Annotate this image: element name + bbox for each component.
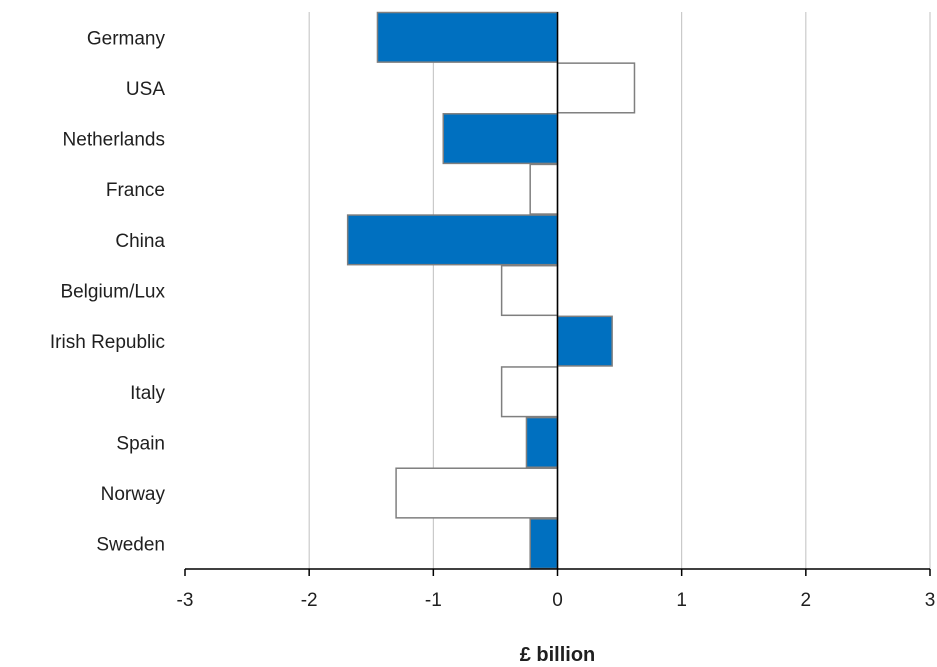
x-tick-label: 0	[552, 590, 563, 611]
category-label: Norway	[101, 484, 166, 505]
x-tick-label: 2	[801, 590, 812, 611]
category-labels: Germany USA Netherlands France China Belgium/…	[50, 28, 166, 555]
category-label: USA	[126, 79, 165, 100]
category-label: Sweden	[96, 535, 165, 556]
bar-netherlands	[442, 113, 559, 165]
category-label: China	[115, 231, 165, 252]
bar-italy	[500, 366, 559, 418]
x-axis-title: £ billion	[520, 644, 596, 666]
bar-china	[346, 214, 559, 266]
bar-irish-republic	[556, 315, 613, 367]
category-label: Germany	[87, 28, 166, 49]
category-label: Belgium/Lux	[60, 282, 165, 303]
category-label: Spain	[116, 433, 165, 454]
bar-sweden	[529, 518, 559, 570]
x-tick-label: 1	[676, 590, 687, 611]
bar-germany	[376, 11, 559, 63]
bar-france	[529, 163, 559, 215]
bar-usa	[556, 62, 636, 114]
axes	[184, 12, 931, 576]
x-tick-label: 3	[925, 590, 936, 611]
x-tick-label: -1	[425, 590, 442, 611]
category-label: Irish Republic	[50, 332, 165, 353]
category-label: France	[106, 180, 165, 201]
bar-spain	[525, 416, 559, 468]
category-label: Netherlands	[63, 130, 165, 151]
category-label: Italy	[130, 383, 165, 404]
x-tick-label: -3	[177, 590, 194, 611]
tick-labels: -3 -2 -1 0 1 2 3	[177, 590, 936, 611]
x-tick-label: -2	[301, 590, 318, 611]
bar-norway	[395, 467, 559, 519]
bars	[346, 11, 636, 570]
bar-belgium-lux	[500, 264, 559, 317]
